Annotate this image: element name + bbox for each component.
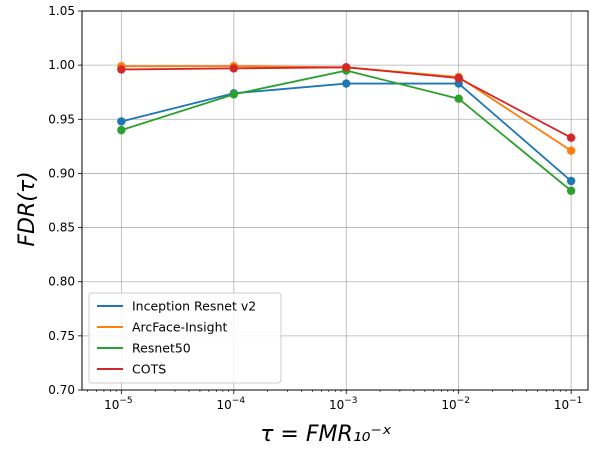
x-tick-exponent: −5: [119, 396, 132, 406]
x-tick-exponent: −1: [569, 396, 582, 406]
y-tick-label: 1.05: [48, 4, 75, 18]
series-layer: [117, 62, 576, 195]
data-point: [566, 133, 576, 142]
y-axis-label: FDR(τ): [15, 171, 40, 246]
legend-label: COTS: [132, 362, 166, 377]
data-point: [566, 186, 576, 195]
data-point: [229, 64, 238, 73]
x-tick-label: 10−2: [441, 396, 470, 412]
data-point: [342, 63, 351, 72]
x-tick-exponent: −3: [344, 396, 357, 406]
y-tick-label: 1.00: [48, 58, 75, 72]
data-point: [454, 73, 463, 83]
data-point: [454, 94, 463, 103]
x-tick-base: 10: [329, 398, 344, 412]
plot-frame: [81, 10, 589, 391]
y-tick-label: 0.70: [48, 383, 75, 397]
data-point: [566, 146, 576, 155]
x-axis-label: τ = FMR₁₀⁻ˣ: [260, 422, 392, 447]
x-tick-exponent: −2: [457, 396, 470, 406]
x-tick-base: 10: [217, 398, 232, 412]
x-tick-base: 10: [554, 398, 569, 412]
y-tick-label: 0.95: [48, 112, 75, 126]
data-point: [117, 117, 126, 126]
x-tick-label: 10−1: [554, 396, 583, 412]
legend-label: Resnet50: [132, 341, 191, 356]
y-tick-label: 0.80: [48, 275, 75, 289]
series-cots: [117, 63, 576, 142]
y-axis-ticks: 0.70 0.75 0.80 0.85 0.90 0.95 1.00 1.05: [48, 4, 82, 397]
legend: Inception Resnet v2 ArcFace-Insight Resnet…: [88, 292, 282, 384]
x-tick-base: 10: [104, 398, 119, 412]
legend-box: [88, 292, 282, 384]
y-tick-label: 0.90: [48, 166, 75, 180]
y-tick-label: 0.85: [48, 221, 75, 235]
legend-label: Inception Resnet v2: [132, 299, 256, 314]
x-tick-base: 10: [441, 398, 456, 412]
x-axis-ticks: 10−5 10−4 10−3 10−2 10−1: [87, 390, 583, 412]
y-axis-label-group: FDR(τ): [15, 171, 40, 246]
data-point: [117, 65, 126, 74]
y-tick-label: 0.75: [48, 329, 75, 343]
legend-label: ArcFace-Insight: [132, 320, 228, 335]
x-tick-label: 10−5: [104, 396, 133, 412]
data-point: [229, 90, 238, 99]
data-point: [566, 176, 576, 186]
data-point: [342, 79, 351, 88]
data-point: [117, 125, 126, 135]
x-tick-label: 10−3: [329, 396, 358, 412]
x-tick-exponent: −4: [232, 396, 246, 406]
x-tick-label: 10−4: [217, 396, 246, 412]
